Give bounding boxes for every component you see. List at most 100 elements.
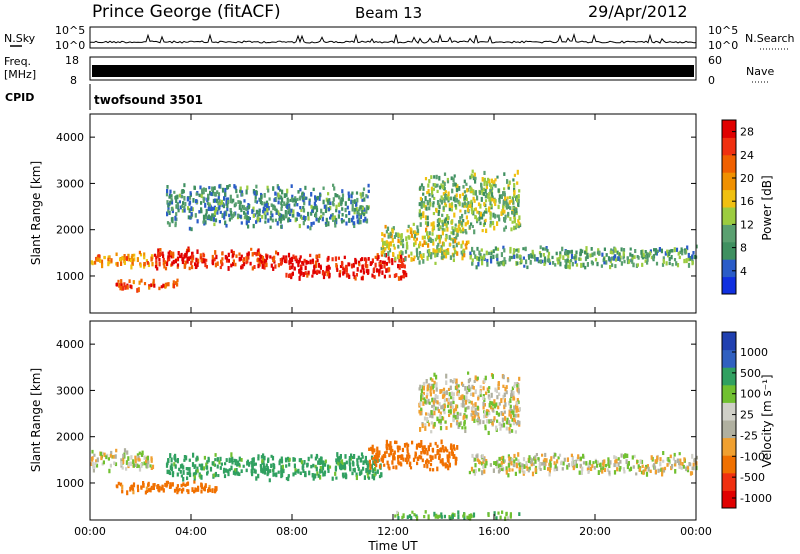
data-cell — [207, 206, 210, 212]
data-cell — [422, 192, 425, 196]
data-cell — [419, 241, 422, 247]
data-cell — [216, 457, 219, 462]
data-cell — [394, 514, 397, 518]
data-cell — [439, 225, 442, 230]
data-cell — [398, 251, 401, 256]
data-cell — [424, 399, 427, 404]
data-cell — [365, 258, 368, 264]
data-cell — [170, 463, 173, 467]
data-cell — [227, 252, 230, 257]
data-cell — [292, 214, 295, 218]
data-cell — [662, 259, 665, 264]
data-cell — [176, 263, 180, 267]
data-cell — [252, 457, 255, 463]
data-cell — [234, 262, 237, 267]
data-cell — [605, 253, 608, 257]
data-cell — [96, 457, 99, 463]
data-cell — [611, 263, 614, 267]
data-cell — [462, 383, 465, 387]
data-cell — [269, 255, 272, 259]
data-cell — [470, 173, 473, 179]
data-cell — [443, 514, 446, 519]
data-cell — [220, 462, 223, 466]
data-cell — [493, 225, 496, 231]
data-cell — [183, 205, 186, 209]
data-cell — [394, 256, 397, 262]
data-cell — [503, 392, 506, 398]
data-cell — [510, 414, 513, 419]
data-cell — [641, 255, 644, 260]
data-cell — [597, 250, 600, 255]
data-cell — [461, 213, 464, 219]
data-cell — [506, 417, 509, 422]
data-cell — [436, 189, 439, 194]
data-cell — [503, 404, 506, 410]
data-cell — [392, 226, 395, 231]
data-cell — [309, 226, 312, 231]
data-cell — [692, 462, 695, 467]
data-cell — [210, 192, 213, 196]
data-cell — [556, 257, 559, 262]
data-cell — [411, 440, 414, 445]
data-cell — [495, 254, 498, 258]
colorbar-segment — [722, 241, 736, 260]
data-cell — [433, 372, 436, 377]
data-cell — [461, 426, 464, 430]
data-cell — [160, 486, 163, 491]
data-cell — [163, 264, 166, 269]
data-cell — [322, 186, 325, 190]
data-cell — [160, 252, 163, 256]
data-cell — [313, 264, 316, 268]
data-cell — [510, 199, 513, 203]
data-cell — [246, 205, 249, 211]
data-cell — [338, 195, 341, 200]
data-cell — [167, 282, 170, 287]
data-cell — [587, 463, 590, 468]
data-cell — [411, 510, 414, 514]
data-cell — [348, 217, 351, 223]
data-cell — [661, 471, 664, 477]
data-cell — [343, 268, 346, 273]
data-cell — [100, 455, 103, 461]
data-cell — [131, 487, 135, 491]
data-cell — [619, 257, 622, 262]
data-cell — [416, 252, 419, 258]
data-cell — [463, 512, 466, 517]
data-cell — [240, 221, 243, 225]
data-cell — [409, 230, 412, 235]
data-cell — [237, 200, 240, 205]
data-cell — [644, 250, 647, 254]
data-cell — [341, 262, 344, 267]
data-cell — [167, 458, 170, 463]
data-cell — [494, 403, 497, 409]
data-cell — [302, 206, 305, 210]
colorbar-segment — [722, 259, 736, 278]
data-cell — [281, 214, 284, 219]
data-cell — [157, 251, 160, 257]
data-cell — [463, 253, 466, 258]
data-cell — [246, 252, 249, 257]
colorbar-tick-label: -500 — [740, 471, 765, 484]
data-cell — [432, 248, 435, 253]
data-cell — [380, 246, 383, 251]
data-cell — [218, 202, 221, 207]
data-cell — [464, 407, 467, 413]
data-cell — [674, 459, 677, 465]
data-cell — [245, 207, 248, 212]
data-cell — [272, 204, 275, 209]
data-cell — [261, 263, 264, 269]
data-cell — [574, 459, 577, 465]
data-cell — [391, 228, 394, 234]
data-cell — [512, 421, 515, 426]
data-cell — [634, 249, 637, 254]
data-cell — [388, 267, 391, 272]
colorbar-segment — [722, 332, 736, 351]
data-cell — [518, 470, 521, 474]
data-cell — [126, 450, 129, 455]
data-cell — [417, 256, 420, 260]
data-cell — [514, 413, 517, 418]
data-cell — [294, 199, 297, 204]
data-cell — [473, 470, 476, 476]
data-cell — [481, 454, 484, 458]
data-cell — [383, 240, 386, 246]
